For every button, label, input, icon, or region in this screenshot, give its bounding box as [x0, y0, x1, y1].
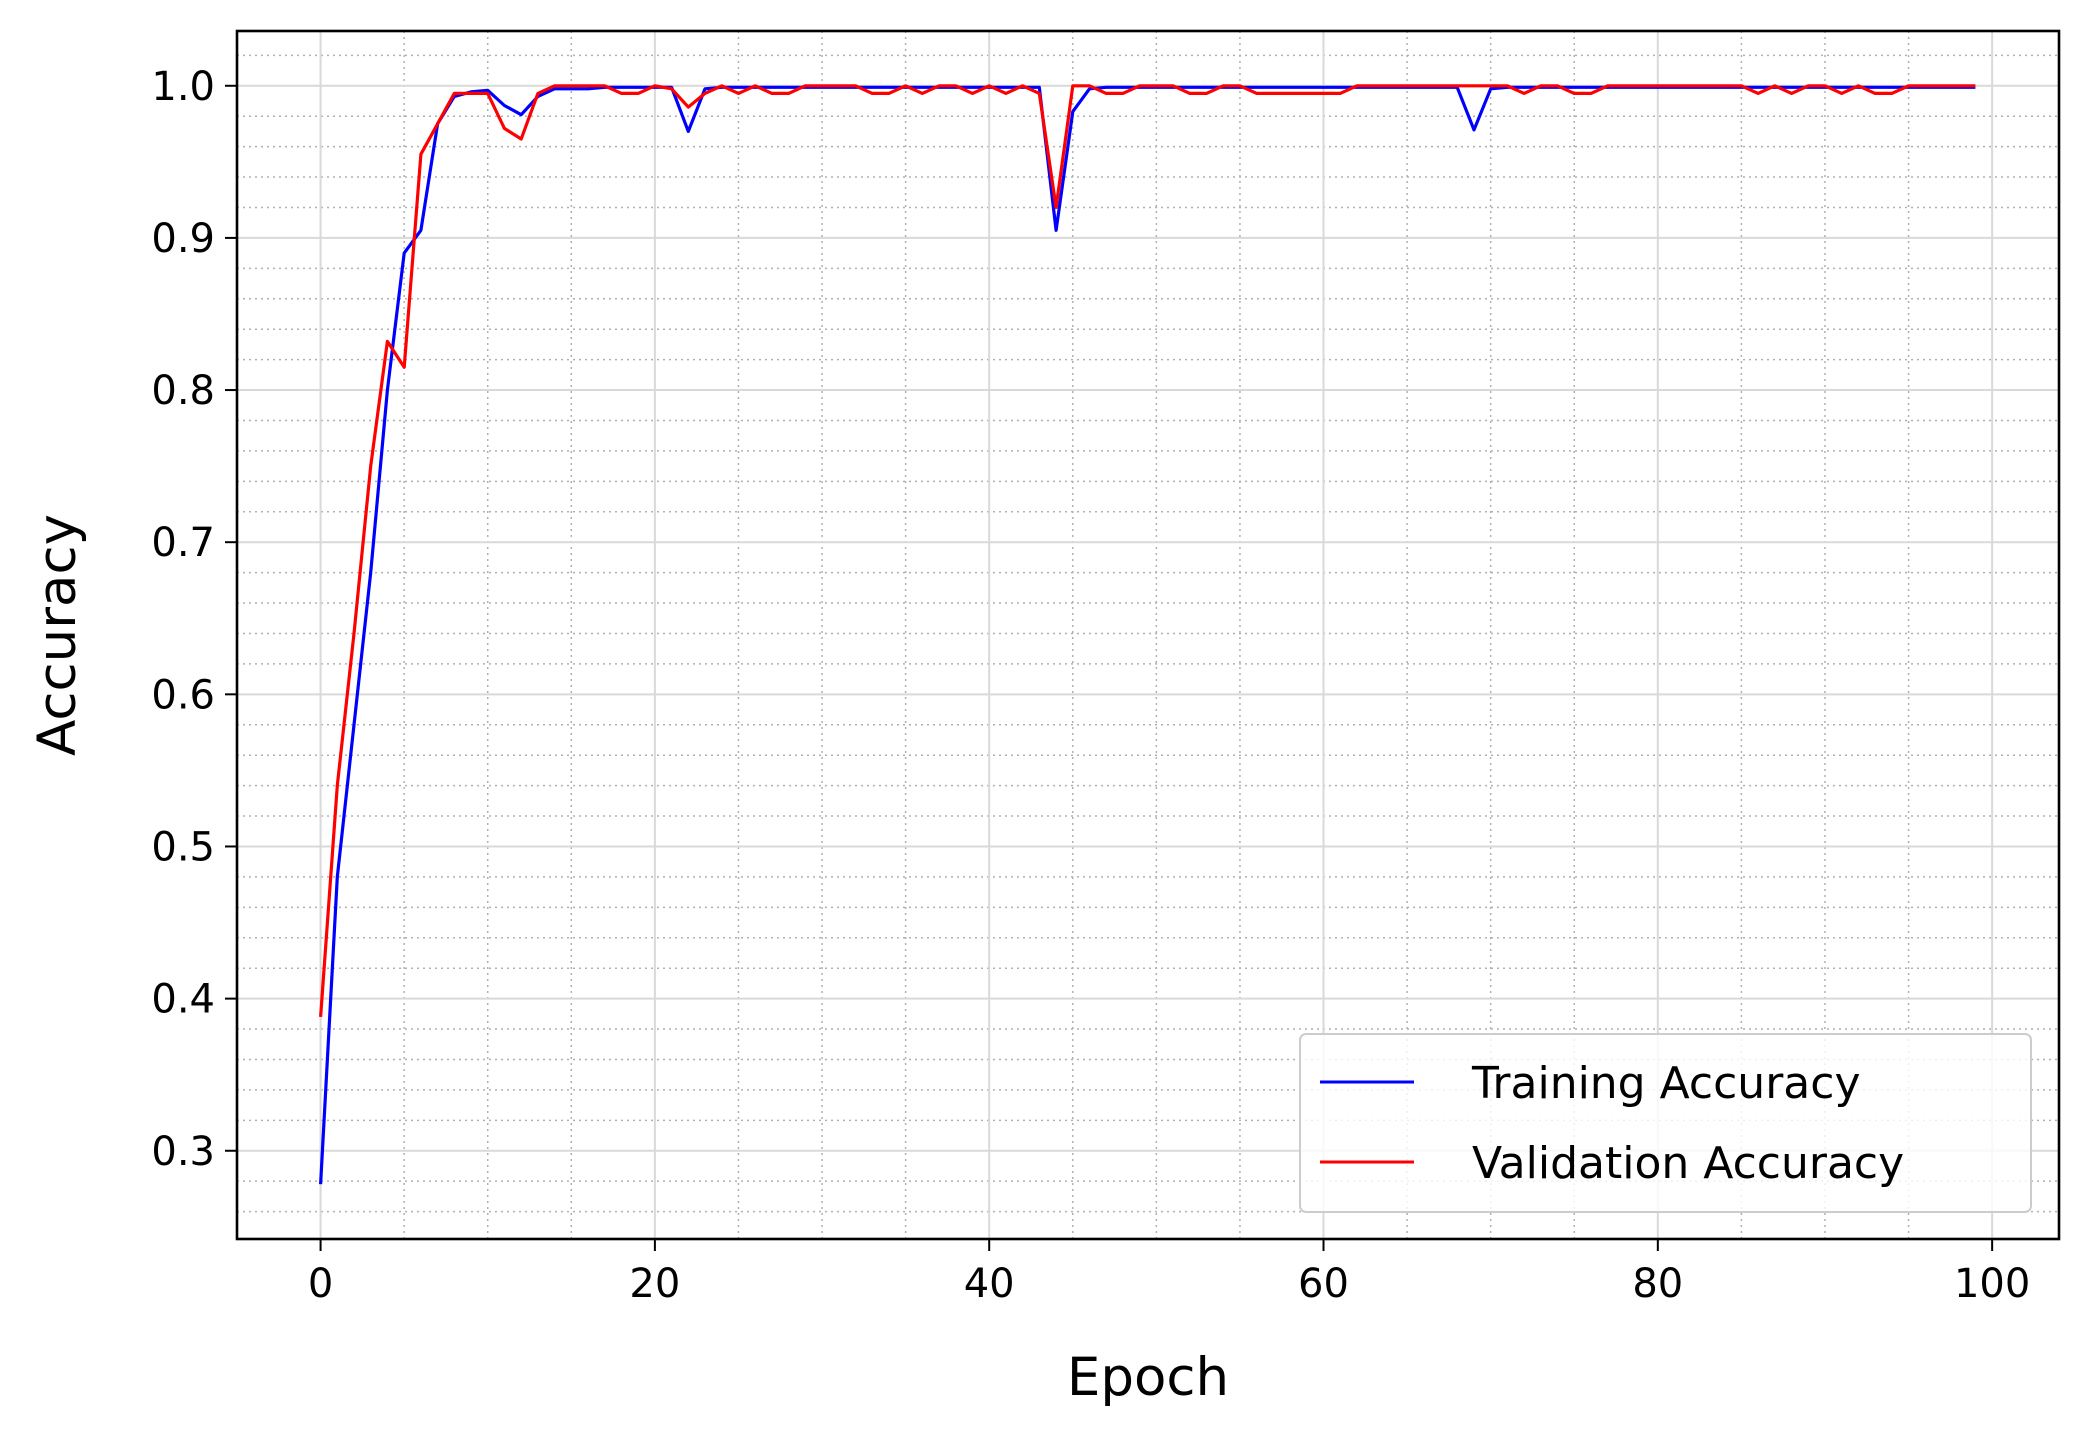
series-layer — [319, 84, 1976, 1185]
x-tick-label: 100 — [1954, 1261, 2030, 1307]
plot-frame — [235, 29, 2061, 1241]
y-tick-label: 0.4 — [151, 977, 215, 1023]
legend-label-training: Training Accuracy — [1471, 1058, 1860, 1109]
x-tick-label: 20 — [629, 1261, 680, 1307]
y-tick-label: 0.5 — [151, 824, 215, 870]
x-tick-label: 0 — [308, 1261, 333, 1307]
x-tick-label: 40 — [964, 1261, 1015, 1307]
x-axis-label: Epoch — [1067, 1347, 1229, 1408]
x-tick-label: 80 — [1632, 1261, 1683, 1307]
x-tick-label: 60 — [1298, 1261, 1349, 1307]
legend: Training Accuracy Validation Accuracy — [1299, 1033, 2032, 1213]
y-axis-label: Accuracy — [27, 514, 88, 756]
x-axis-ticks: 0 20 40 60 80 100 — [308, 1239, 2030, 1307]
y-tick-label: 0.7 — [151, 520, 215, 566]
series-line-validation — [319, 84, 1976, 1018]
legend-box — [1299, 1033, 2032, 1213]
y-tick-label: 0.8 — [151, 368, 215, 414]
y-axis-ticks: 0.3 0.4 0.5 0.6 0.7 0.8 0.9 1.0 — [151, 64, 237, 1175]
y-tick-label: 0.6 — [151, 672, 215, 718]
y-tick-label: 1.0 — [151, 64, 215, 110]
y-tick-label: 0.3 — [151, 1129, 215, 1175]
legend-label-validation: Validation Accuracy — [1472, 1138, 1904, 1189]
major-grid — [237, 31, 2059, 1239]
y-tick-label: 0.9 — [151, 216, 215, 262]
